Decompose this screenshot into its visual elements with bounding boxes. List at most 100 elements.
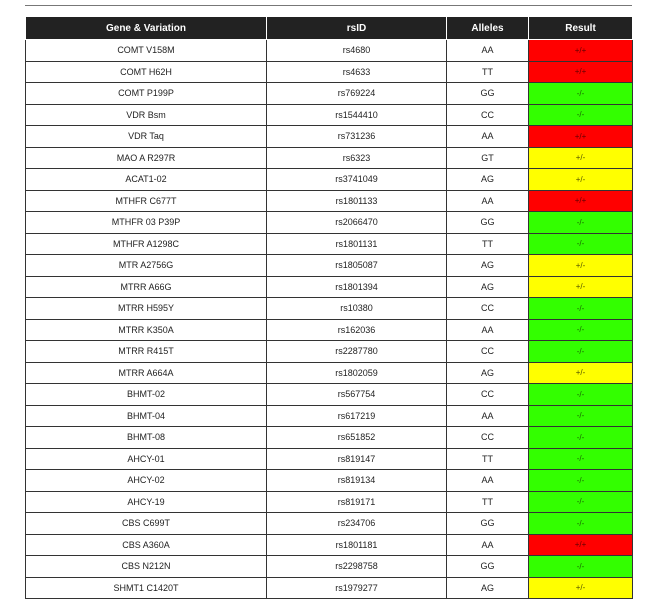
gene-cell: BHMT-04 bbox=[25, 404, 267, 427]
gene-cell: BHMT-02 bbox=[25, 383, 267, 406]
result-badge: +/- bbox=[528, 168, 633, 191]
table-row: MTR A2756G rs1805087 AG +/- bbox=[25, 254, 633, 277]
gene-cell: CBS A360A bbox=[25, 533, 267, 556]
gene-cell: MTRR A66G bbox=[25, 275, 267, 298]
table-row: MTHFR A1298C rs1801131 TT -/- bbox=[25, 232, 633, 255]
gene-cell: CBS C699T bbox=[25, 512, 267, 535]
alleles-cell: AG bbox=[446, 361, 529, 384]
table-row: MTRR R415T rs2287780 CC -/- bbox=[25, 340, 633, 363]
table-row: BHMT-08 rs651852 CC -/- bbox=[25, 426, 633, 449]
rsid-cell: rs1805087 bbox=[266, 254, 447, 277]
result-badge: +/- bbox=[528, 146, 633, 169]
gene-cell: COMT H62H bbox=[25, 60, 267, 83]
gene-cell: MAO A R297R bbox=[25, 146, 267, 169]
gene-cell: MTRR H595Y bbox=[25, 297, 267, 320]
table-row: BHMT-04 rs617219 AA -/- bbox=[25, 404, 633, 427]
table-row: AHCY-19 rs819171 TT -/- bbox=[25, 490, 633, 513]
column-header-alleles[interactable]: Alleles bbox=[446, 16, 529, 40]
result-badge: -/- bbox=[528, 490, 633, 513]
alleles-cell: AA bbox=[446, 533, 529, 556]
gene-cell: AHCY-01 bbox=[25, 447, 267, 470]
rsid-cell: rs10380 bbox=[266, 297, 447, 320]
alleles-cell: TT bbox=[446, 490, 529, 513]
result-badge: -/- bbox=[528, 103, 633, 126]
rsid-cell: rs2287780 bbox=[266, 340, 447, 363]
rsid-cell: rs3741049 bbox=[266, 168, 447, 191]
result-badge: +/- bbox=[528, 254, 633, 277]
gene-cell: BHMT-08 bbox=[25, 426, 267, 449]
alleles-cell: AA bbox=[446, 404, 529, 427]
result-badge: +/+ bbox=[528, 60, 633, 83]
alleles-cell: GT bbox=[446, 146, 529, 169]
gene-cell: CBS N212N bbox=[25, 555, 267, 578]
table-row: CBS N212N rs2298758 GG -/- bbox=[25, 555, 633, 578]
alleles-cell: AG bbox=[446, 254, 529, 277]
result-badge: -/- bbox=[528, 318, 633, 341]
result-badge: +/- bbox=[528, 361, 633, 384]
table-row: SHMT1 C1420T rs1979277 AG +/- bbox=[25, 576, 633, 599]
result-badge: -/- bbox=[528, 469, 633, 492]
gene-cell: COMT V158M bbox=[25, 39, 267, 62]
table-row: AHCY-02 rs819134 AA -/- bbox=[25, 469, 633, 492]
gene-cell: AHCY-02 bbox=[25, 469, 267, 492]
table-row: COMT V158M rs4680 AA +/+ bbox=[25, 39, 633, 62]
table-row: VDR Taq rs731236 AA +/+ bbox=[25, 125, 633, 148]
gene-cell: AHCY-19 bbox=[25, 490, 267, 513]
gene-cell: MTHFR C677T bbox=[25, 189, 267, 212]
column-header-result[interactable]: Result bbox=[528, 16, 633, 40]
gene-cell: VDR Taq bbox=[25, 125, 267, 148]
table-row: CBS C699T rs234706 GG -/- bbox=[25, 512, 633, 535]
table-row: COMT P199P rs769224 GG -/- bbox=[25, 82, 633, 105]
alleles-cell: GG bbox=[446, 211, 529, 234]
alleles-cell: AG bbox=[446, 576, 529, 599]
rsid-cell: rs651852 bbox=[266, 426, 447, 449]
alleles-cell: CC bbox=[446, 426, 529, 449]
result-badge: -/- bbox=[528, 211, 633, 234]
table-row: ACAT1-02 rs3741049 AG +/- bbox=[25, 168, 633, 191]
table-row: AHCY-01 rs819147 TT -/- bbox=[25, 447, 633, 470]
result-badge: -/- bbox=[528, 512, 633, 535]
alleles-cell: AA bbox=[446, 318, 529, 341]
result-badge: -/- bbox=[528, 232, 633, 255]
rsid-cell: rs4680 bbox=[266, 39, 447, 62]
column-header-gene[interactable]: Gene & Variation bbox=[25, 16, 267, 40]
table-row: MAO A R297R rs6323 GT +/- bbox=[25, 146, 633, 169]
table-row: VDR Bsm rs1544410 CC -/- bbox=[25, 103, 633, 126]
rsid-cell: rs617219 bbox=[266, 404, 447, 427]
gene-cell: COMT P199P bbox=[25, 82, 267, 105]
rsid-cell: rs819134 bbox=[266, 469, 447, 492]
column-header-rsid[interactable]: rsID bbox=[266, 16, 447, 40]
rsid-cell: rs1979277 bbox=[266, 576, 447, 599]
gene-cell: MTHFR A1298C bbox=[25, 232, 267, 255]
gene-cell: MTR A2756G bbox=[25, 254, 267, 277]
alleles-cell: TT bbox=[446, 60, 529, 83]
rsid-cell: rs819171 bbox=[266, 490, 447, 513]
result-badge: +/- bbox=[528, 576, 633, 599]
result-badge: -/- bbox=[528, 82, 633, 105]
alleles-cell: CC bbox=[446, 103, 529, 126]
table-row: MTRR K350A rs162036 AA -/- bbox=[25, 318, 633, 341]
alleles-cell: GG bbox=[446, 555, 529, 578]
alleles-cell: AG bbox=[446, 168, 529, 191]
result-badge: -/- bbox=[528, 297, 633, 320]
alleles-cell: AA bbox=[446, 189, 529, 212]
alleles-cell: TT bbox=[446, 447, 529, 470]
alleles-cell: GG bbox=[446, 512, 529, 535]
rsid-cell: rs1801133 bbox=[266, 189, 447, 212]
alleles-cell: CC bbox=[446, 297, 529, 320]
rsid-cell: rs769224 bbox=[266, 82, 447, 105]
gene-cell: MTRR R415T bbox=[25, 340, 267, 363]
rsid-cell: rs1801131 bbox=[266, 232, 447, 255]
header-row: Gene & Variation rsID Alleles Result bbox=[25, 16, 633, 40]
result-badge: +/+ bbox=[528, 125, 633, 148]
rsid-cell: rs2298758 bbox=[266, 555, 447, 578]
gene-cell: MTRR K350A bbox=[25, 318, 267, 341]
rsid-cell: rs234706 bbox=[266, 512, 447, 535]
result-badge: -/- bbox=[528, 447, 633, 470]
gene-variation-table: Gene & Variation rsID Alleles Result COM… bbox=[25, 16, 633, 599]
gene-cell: VDR Bsm bbox=[25, 103, 267, 126]
table-row: BHMT-02 rs567754 CC -/- bbox=[25, 383, 633, 406]
alleles-cell: GG bbox=[446, 82, 529, 105]
alleles-cell: AG bbox=[446, 275, 529, 298]
table-header: Gene & Variation rsID Alleles Result bbox=[25, 16, 633, 40]
